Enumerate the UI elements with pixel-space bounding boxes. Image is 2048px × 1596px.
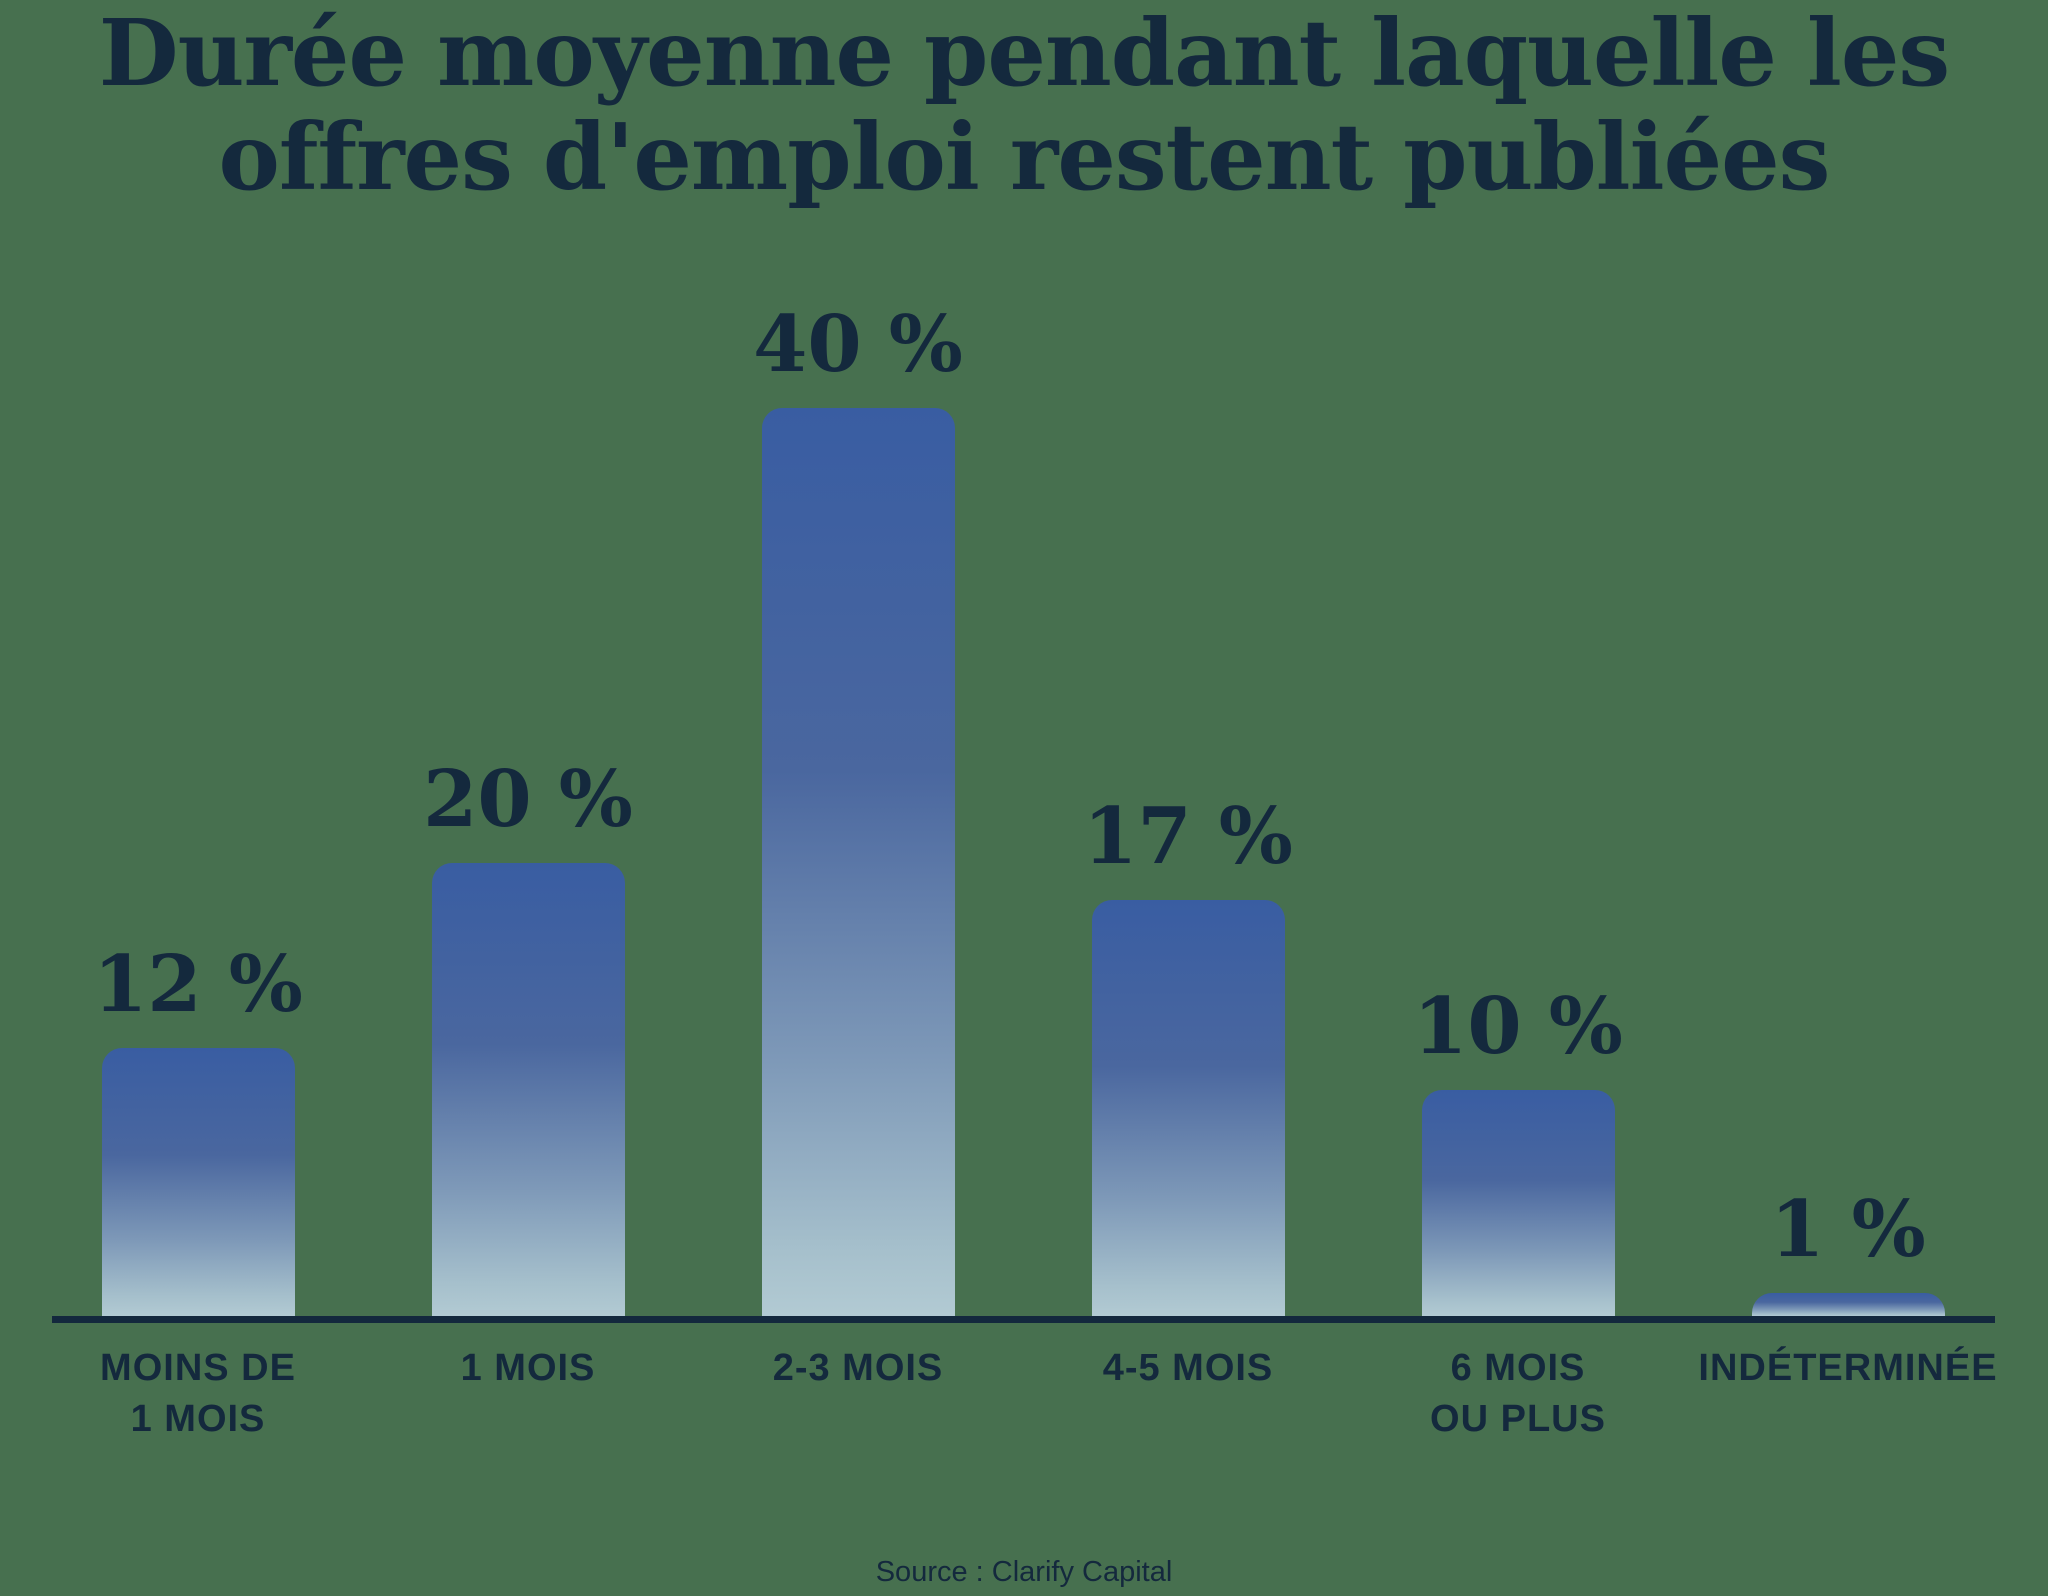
category-label-line: INDÉTERMINÉE — [1698, 1347, 1998, 1389]
value-label-ind-termin-e: 1 % — [1770, 1184, 1926, 1275]
bar-ind-termin-e — [1751, 1293, 1945, 1316]
bar-column-6-mois-ou-plus: 10 % — [1353, 0, 1683, 1316]
chart-title-line1: Durée moyenne pendant laquelle les — [98, 0, 1950, 107]
bar-6-mois-ou-plus — [1421, 1090, 1615, 1316]
category-label-line: 1 MOIS — [460, 1347, 596, 1389]
value-label-4-5-mois: 17 % — [1083, 791, 1293, 882]
category-label-moins-de-1-mois: MOINS DE 1 MOIS — [33, 1343, 363, 1445]
category-label-1-mois: 1 MOIS — [363, 1343, 693, 1394]
category-label-line: MOINS DE — [100, 1347, 296, 1389]
category-label-line: 6 MOIS — [1450, 1347, 1586, 1389]
chart-title-line2: offres d'emploi restent publiées — [218, 102, 1831, 211]
value-label-6-mois-ou-plus: 10 % — [1413, 981, 1623, 1072]
category-label-4-5-mois: 4-5 MOIS — [1023, 1343, 1353, 1394]
bar-column-2-3-mois: 40 % — [693, 0, 1023, 1316]
category-label-line: OU PLUS — [1430, 1398, 1606, 1440]
source-caption: Source : Clarify Capital — [875, 1556, 1173, 1588]
category-label-2-3-mois: 2-3 MOIS — [693, 1343, 1023, 1394]
category-label-line: 4-5 MOIS — [1102, 1347, 1274, 1389]
x-axis-line — [52, 1316, 1995, 1323]
value-label-moins-de-1-mois: 12 % — [93, 939, 303, 1030]
chart-title: Durée moyenne pendant laquelle les offre… — [0, 0, 2048, 211]
bar-column-ind-termin-e: 1 % — [1683, 0, 2013, 1316]
bar-column-4-5-mois: 17 % — [1023, 0, 1353, 1316]
bar-4-5-mois — [1091, 900, 1285, 1316]
bar-column-moins-de-1-mois: 12 % — [33, 0, 363, 1316]
bar-moins-de-1-mois — [101, 1048, 295, 1316]
value-label-1-mois: 20 % — [423, 754, 633, 845]
value-label-2-3-mois: 40 % — [753, 299, 963, 390]
bar-column-1-mois: 20 % — [363, 0, 693, 1316]
category-label-line: 1 MOIS — [130, 1398, 266, 1440]
category-label-6-mois-ou-plus: 6 MOIS OU PLUS — [1353, 1343, 1683, 1445]
category-label-ind-termin-e: INDÉTERMINÉE — [1683, 1343, 2013, 1394]
category-label-line: 2-3 MOIS — [772, 1347, 944, 1389]
bar-1-mois — [431, 863, 625, 1316]
bar-2-3-mois — [761, 408, 955, 1316]
